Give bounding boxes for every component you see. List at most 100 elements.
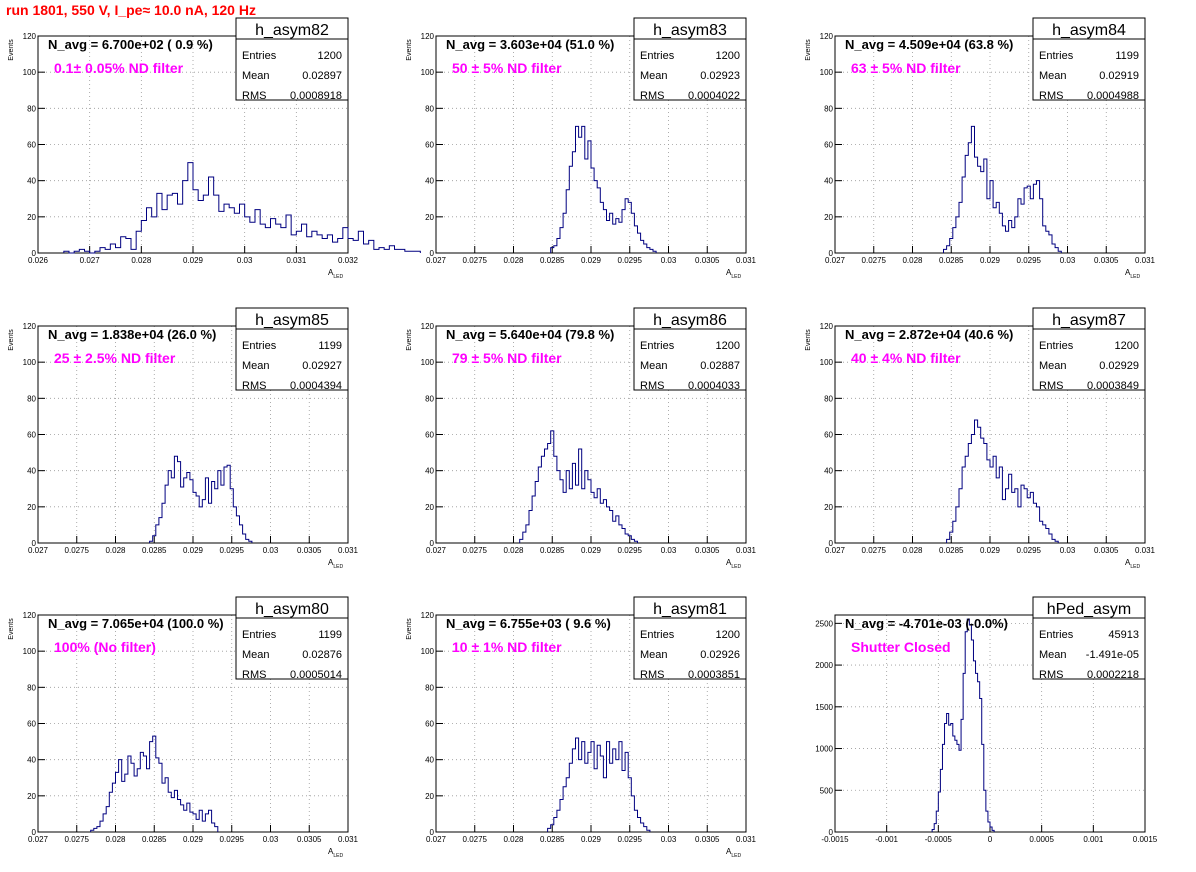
y-tick-label: 40 — [824, 177, 833, 186]
stats-value: 1200 — [1115, 340, 1139, 352]
histogram-line — [91, 736, 218, 832]
y-tick-label: 40 — [824, 467, 833, 476]
stats-title: h_asym87 — [1052, 312, 1126, 329]
x-tick-label: 0.031 — [736, 835, 757, 844]
stats-value: 0.02876 — [302, 649, 342, 661]
x-tick-label: 0.0275 — [862, 546, 887, 555]
x-tick-label: 0.0275 — [862, 256, 887, 265]
y-tick-label: 60 — [824, 431, 833, 440]
x-tick-label: 0.029 — [581, 835, 602, 844]
x-tick-label: 0.0285 — [939, 256, 964, 265]
stats-key: Entries — [242, 629, 277, 641]
x-axis-label: ALED — [328, 268, 343, 280]
x-tick-label: -0.0015 — [821, 835, 849, 844]
x-tick-label: 0.028 — [902, 546, 923, 555]
y-tick-label: 120 — [421, 322, 435, 331]
stats-value: 0.02926 — [700, 649, 740, 661]
y-tick-label: 40 — [27, 467, 36, 476]
histogram-panel-h_asym87: 0.027 0.0275 0.028 0.0285 0.029 0.0295 0.03 0.0… — [805, 308, 1156, 570]
stats-key: RMS — [640, 90, 664, 102]
x-tick-label: 0.029 — [581, 546, 602, 555]
stats-value: 0.0004033 — [688, 380, 740, 392]
stats-value: 0.02923 — [700, 70, 740, 82]
x-axis-label-sub: LED — [1130, 274, 1140, 280]
x-tick-label: 0.0015 — [1133, 835, 1158, 844]
x-tick-label: 0.0305 — [695, 256, 720, 265]
stats-value: 1200 — [716, 629, 740, 641]
x-tick-label: 0.0295 — [618, 256, 643, 265]
y-tick-label: 1000 — [815, 745, 833, 754]
x-axis-label-sub: LED — [1130, 564, 1140, 570]
histogram-panel-h_asym81: 0.027 0.0275 0.028 0.0285 0.029 0.0295 0.03 0.0… — [406, 597, 757, 859]
stats-key: Mean — [242, 70, 270, 82]
stats-key: Entries — [1039, 629, 1074, 641]
histogram-panel-hPed_asym: -0.0015 -0.001 -0.0005 0 0.0005 0.001 0.0015 0 5… — [815, 597, 1158, 844]
x-tick-label: 0.031 — [1135, 546, 1156, 555]
histogram-line — [944, 126, 1062, 253]
stats-value: 1199 — [318, 340, 342, 352]
y-tick-label: 120 — [23, 32, 37, 41]
stats-key: RMS — [640, 380, 664, 392]
x-axis-label-sub: LED — [333, 274, 343, 280]
y-axis-label: Events — [8, 329, 15, 351]
stats-key: RMS — [1039, 380, 1063, 392]
x-tick-label: 0.029 — [183, 546, 204, 555]
x-tick-label: 0.0275 — [65, 546, 90, 555]
y-tick-label: 60 — [824, 141, 833, 150]
x-tick-label: 0.0285 — [540, 546, 565, 555]
stats-key: RMS — [1039, 90, 1063, 102]
y-tick-label: 0 — [829, 828, 834, 837]
x-axis-label-sub: LED — [333, 853, 343, 859]
y-tick-label: 60 — [27, 141, 36, 150]
y-tick-label: 20 — [27, 792, 36, 801]
y-tick-label: 80 — [425, 104, 434, 113]
y-tick-label: 100 — [23, 647, 37, 656]
stats-value: 0.02887 — [700, 360, 740, 372]
x-tick-label: 0.0005 — [1029, 835, 1054, 844]
stats-title: h_asym83 — [653, 22, 727, 39]
stats-title: h_asym85 — [255, 312, 329, 329]
stats-value: -1.491e-05 — [1086, 649, 1139, 661]
stats-value: 1200 — [318, 50, 342, 62]
stats-key: RMS — [242, 669, 266, 681]
stats-key: RMS — [640, 669, 664, 681]
y-tick-label: 500 — [820, 786, 834, 795]
y-tick-label: 60 — [27, 431, 36, 440]
y-tick-label: 60 — [27, 720, 36, 729]
y-axis-label: Events — [805, 39, 812, 61]
stats-key: Entries — [640, 50, 675, 62]
x-tick-label: 0.0295 — [1017, 546, 1042, 555]
navg-label: N_avg = 5.640e+04 (79.8 %) — [446, 327, 614, 342]
y-tick-label: 20 — [27, 503, 36, 512]
histogram-panel-h_asym86: 0.027 0.0275 0.028 0.0285 0.029 0.0295 0.03 0.0… — [406, 308, 757, 570]
x-tick-label: 0.029 — [183, 835, 204, 844]
histogram-panel-h_asym80: 0.027 0.0275 0.028 0.0285 0.029 0.0295 0.03 0.0… — [8, 597, 359, 859]
y-tick-label: 80 — [27, 104, 36, 113]
x-tick-label: 0.028 — [902, 256, 923, 265]
stats-value: 0.0002218 — [1087, 669, 1139, 681]
stats-key: Mean — [1039, 360, 1067, 372]
y-tick-label: 80 — [824, 394, 833, 403]
x-axis-label: ALED — [1125, 268, 1140, 280]
y-tick-label: 80 — [824, 104, 833, 113]
stats-key: Entries — [1039, 340, 1074, 352]
x-tick-label: 0.0275 — [463, 256, 488, 265]
y-tick-label: 40 — [425, 177, 434, 186]
y-tick-label: 100 — [421, 358, 435, 367]
x-tick-label: 0.03 — [1060, 546, 1076, 555]
stats-value: 45913 — [1108, 629, 1139, 641]
y-tick-label: 100 — [421, 647, 435, 656]
x-tick-label: 0.03 — [661, 835, 677, 844]
x-tick-label: 0.0305 — [1094, 546, 1119, 555]
stats-value: 0.0004394 — [290, 380, 342, 392]
navg-label: N_avg = -4.701e-03 (-0.0%) — [845, 616, 1008, 631]
stats-title: h_asym82 — [255, 22, 329, 39]
y-axis-label: Events — [406, 329, 413, 351]
x-axis-label-sub: LED — [333, 564, 343, 570]
y-tick-label: 100 — [820, 68, 834, 77]
x-tick-label: 0.031 — [736, 546, 757, 555]
navg-label: N_avg = 6.755e+03 ( 9.6 %) — [446, 616, 611, 631]
x-tick-label: 0.03 — [661, 546, 677, 555]
y-tick-label: 120 — [421, 611, 435, 620]
x-tick-label: 0.031 — [1135, 256, 1156, 265]
